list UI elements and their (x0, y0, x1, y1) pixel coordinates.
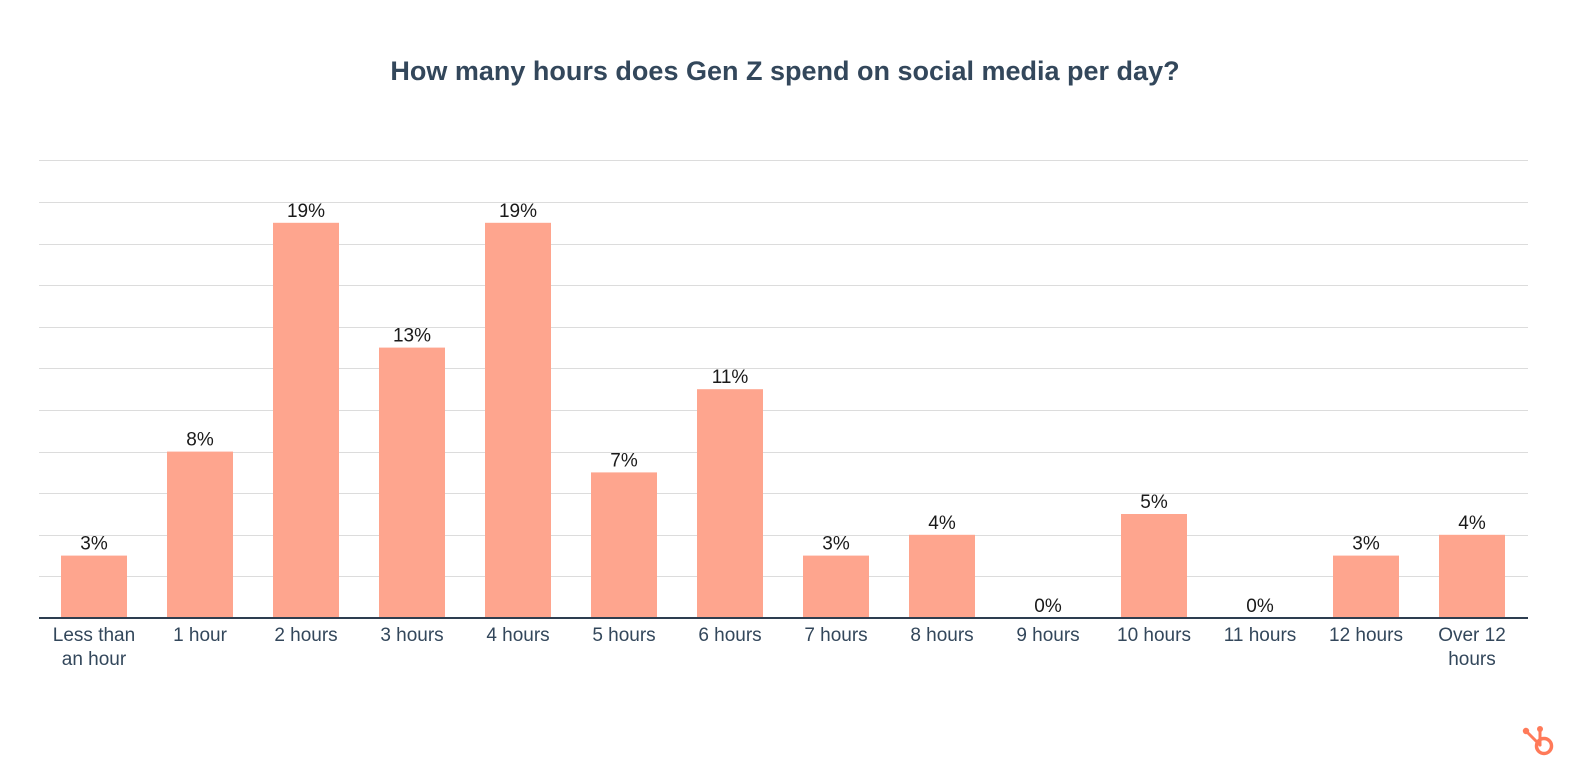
data-label: 19% (499, 201, 537, 222)
bar (803, 555, 869, 618)
x-tick-label: 1 hour (173, 625, 228, 646)
x-tick-label: 11 hours (1224, 625, 1297, 646)
data-label: 8% (186, 430, 214, 451)
bar (273, 222, 339, 619)
data-label: 13% (393, 326, 431, 347)
data-label: 19% (287, 201, 325, 222)
hubspot-sprocket-icon (1522, 726, 1554, 756)
bar (591, 472, 657, 618)
data-label: 0% (1246, 596, 1274, 617)
bar (61, 555, 127, 618)
data-label: 3% (80, 534, 108, 555)
x-tick-label: 2 hours (274, 625, 337, 646)
data-label: 7% (610, 450, 638, 471)
data-label: 5% (1140, 492, 1168, 513)
x-tick-label: an hour (62, 649, 127, 670)
x-tick-label: 8 hours (910, 625, 973, 646)
x-tick-label: 7 hours (804, 625, 867, 646)
x-tick-label: 9 hours (1016, 625, 1079, 646)
bar (909, 534, 975, 618)
gridlines (39, 160, 1528, 577)
data-label: 0% (1034, 596, 1062, 617)
chart-title: How many hours does Gen Z spend on socia… (390, 56, 1180, 86)
bar (1121, 514, 1187, 618)
bars (61, 222, 1505, 619)
bar (379, 347, 445, 618)
x-tick-label: 10 hours (1117, 625, 1191, 646)
bar (697, 389, 763, 618)
data-label: 11% (712, 367, 749, 388)
x-tick-label: Less than (53, 625, 135, 646)
x-axis-tick-labels: Less than an hour 1 hour 2 hours 3 hours 4 ho… (53, 625, 1506, 670)
x-tick-label: Over 12 (1438, 625, 1506, 646)
x-tick-label: 5 hours (592, 625, 655, 646)
x-tick-label: 6 hours (698, 625, 761, 646)
bar (1439, 534, 1505, 618)
bar (1333, 555, 1399, 618)
x-tick-label: hours (1448, 649, 1496, 670)
data-label: 3% (822, 534, 850, 555)
data-label: 3% (1352, 534, 1380, 555)
bar (485, 222, 551, 619)
data-labels: 3% 8% 19% 13% 19% 7% 11% 3% 4% 0% 5% 0% 3% 4% (80, 201, 1486, 617)
data-label: 4% (1458, 513, 1486, 534)
x-tick-label: 12 hours (1329, 625, 1403, 646)
bar (167, 451, 233, 618)
x-tick-label: 4 hours (486, 625, 549, 646)
data-label: 4% (928, 513, 956, 534)
x-tick-label: 3 hours (380, 625, 443, 646)
